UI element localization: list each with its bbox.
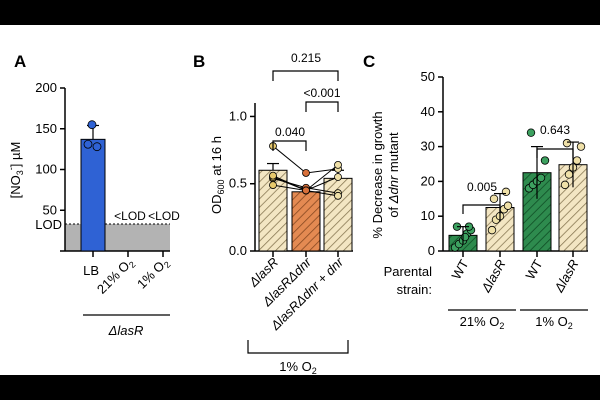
panel-b: B OD600 at 16 h 0.0 0.5 1.0 0.040 <0.001 0.2…: [193, 51, 353, 375]
panel-b-y-tick-label: 1.0: [229, 108, 247, 123]
group-label: ΔlasR: [108, 323, 144, 338]
figure-canvas: A [NO3-] µM 50 100 150 200 LOD <LOD <LOD LB…: [0, 25, 600, 375]
panel-c-y-tick-label: 0: [428, 243, 435, 258]
comparison-p-value: 0.005: [467, 180, 497, 194]
data-point: [487, 225, 497, 235]
panel-c-letter: C: [363, 52, 375, 71]
panel-c-y-tick-label: 50: [421, 69, 435, 84]
comparison-bracket: [462, 204, 501, 214]
comparison-bracket: [272, 70, 339, 81]
panel-c-x-label: ΔlasR: [551, 257, 582, 295]
panel-a-y-tick-label: 100: [35, 162, 57, 177]
panel-a: A [NO3-] µM 50 100 150 200 LOD <LOD <LOD LB…: [6, 52, 180, 338]
panel-a-y-tick-label: 200: [35, 80, 57, 95]
data-point-lb: [87, 120, 97, 130]
parental-label-2: strain:: [397, 282, 432, 297]
comparison-bracket: [272, 140, 307, 151]
parental-label-1: Parental: [384, 264, 433, 279]
panel-b-letter: B: [193, 52, 205, 71]
panel-a-y-label: [NO3-] µM: [6, 142, 25, 199]
replicate-point: [334, 191, 342, 200]
data-point: [562, 138, 572, 148]
data-point: [560, 180, 570, 190]
data-point-lb: [83, 139, 93, 149]
panel-a-y-tick-label: 50: [43, 202, 57, 217]
panel-a-x-label: 21% O2: [94, 255, 138, 299]
replicate-point: [334, 173, 342, 181]
data-point: [540, 156, 550, 165]
lod-label: LOD: [35, 217, 62, 232]
panel-c: C % Decrease in growth of Δdnr mutant 0 1…: [363, 52, 588, 331]
data-point-lb: [92, 142, 102, 152]
comparison-p-value: 0.040: [275, 125, 305, 139]
comparison-bracket: [305, 101, 339, 112]
panel-b-y-tick-label: 0.5: [229, 176, 247, 191]
data-point: [460, 232, 470, 242]
panel-c-y-tick-label: 10: [421, 208, 435, 223]
below-lod-label-21: <LOD: [114, 209, 146, 223]
panel-c-y-tick-label: 20: [421, 173, 435, 188]
replicate-point: [269, 171, 277, 180]
data-point: [489, 194, 499, 203]
bar-lb: [80, 138, 106, 252]
replicate-point: [302, 169, 310, 177]
panel-c-y-label-line2: of Δdnr mutant: [386, 132, 401, 218]
panel-a-x-label: LB: [83, 263, 99, 278]
below-lod-label-1: <LOD: [148, 209, 180, 223]
comparison-p-value: 0.643: [540, 123, 570, 137]
comparison-p-value: 0.215: [291, 51, 321, 65]
condition-label-21: 21% O2: [460, 314, 505, 331]
panel-c-y-tick-label: 30: [421, 139, 435, 154]
panel-c-x-label: WT: [448, 257, 471, 282]
panel-a-letter: A: [14, 52, 26, 71]
panel-b-y-tick-label: 0.0: [229, 243, 247, 258]
data-point: [501, 187, 511, 197]
panel-c-x-label: ΔlasR: [478, 257, 509, 295]
data-point: [526, 128, 536, 137]
data-point: [503, 201, 513, 210]
panel-b-condition: 1% O2: [279, 359, 317, 375]
replicate-point: [302, 186, 310, 195]
panel-c-y-label-line1: % Decrease in growth: [370, 111, 385, 238]
panel-b-y-label: OD600 at 16 h: [209, 136, 226, 214]
condition-label-1: 1% O2: [535, 314, 573, 331]
data-point: [572, 156, 582, 165]
panel-a-x-label: 1% O2: [134, 255, 173, 294]
comparison-p-value: <0.001: [303, 86, 340, 100]
replicate-point: [334, 160, 342, 169]
comparison-bracket: [536, 148, 574, 158]
replicate-point: [269, 181, 277, 189]
bar-1: [291, 191, 321, 252]
panel-c-y-tick-label: 40: [421, 104, 435, 119]
data-point: [576, 142, 586, 151]
panel-a-y-tick-label: 150: [35, 121, 57, 136]
panel-c-x-label: WT: [522, 257, 545, 282]
data-point: [564, 170, 574, 179]
condition-bracket: [247, 340, 349, 354]
bar-2: [323, 177, 353, 252]
data-point: [536, 173, 546, 183]
